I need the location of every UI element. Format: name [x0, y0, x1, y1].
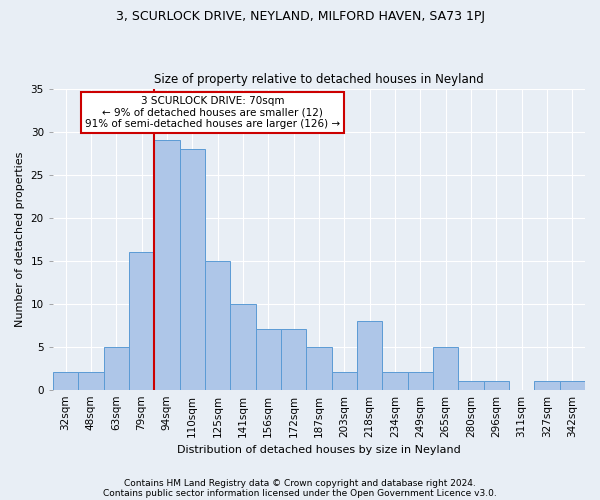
- Bar: [484, 381, 509, 390]
- Bar: [78, 372, 104, 390]
- Title: Size of property relative to detached houses in Neyland: Size of property relative to detached ho…: [154, 73, 484, 86]
- Bar: [129, 252, 154, 390]
- Bar: [104, 346, 129, 390]
- Bar: [407, 372, 433, 390]
- Bar: [154, 140, 179, 390]
- Bar: [382, 372, 407, 390]
- Text: Contains HM Land Registry data © Crown copyright and database right 2024.: Contains HM Land Registry data © Crown c…: [124, 478, 476, 488]
- Bar: [281, 330, 306, 390]
- Bar: [332, 372, 357, 390]
- X-axis label: Distribution of detached houses by size in Neyland: Distribution of detached houses by size …: [177, 445, 461, 455]
- Bar: [357, 321, 382, 390]
- Text: Contains public sector information licensed under the Open Government Licence v3: Contains public sector information licen…: [103, 488, 497, 498]
- Bar: [205, 260, 230, 390]
- Bar: [535, 381, 560, 390]
- Bar: [230, 304, 256, 390]
- Text: 3, SCURLOCK DRIVE, NEYLAND, MILFORD HAVEN, SA73 1PJ: 3, SCURLOCK DRIVE, NEYLAND, MILFORD HAVE…: [115, 10, 485, 23]
- Bar: [306, 346, 332, 390]
- Bar: [53, 372, 78, 390]
- Bar: [560, 381, 585, 390]
- Bar: [179, 149, 205, 390]
- Text: 3 SCURLOCK DRIVE: 70sqm
← 9% of detached houses are smaller (12)
91% of semi-det: 3 SCURLOCK DRIVE: 70sqm ← 9% of detached…: [85, 96, 340, 130]
- Bar: [256, 330, 281, 390]
- Y-axis label: Number of detached properties: Number of detached properties: [15, 152, 25, 327]
- Bar: [458, 381, 484, 390]
- Bar: [433, 346, 458, 390]
